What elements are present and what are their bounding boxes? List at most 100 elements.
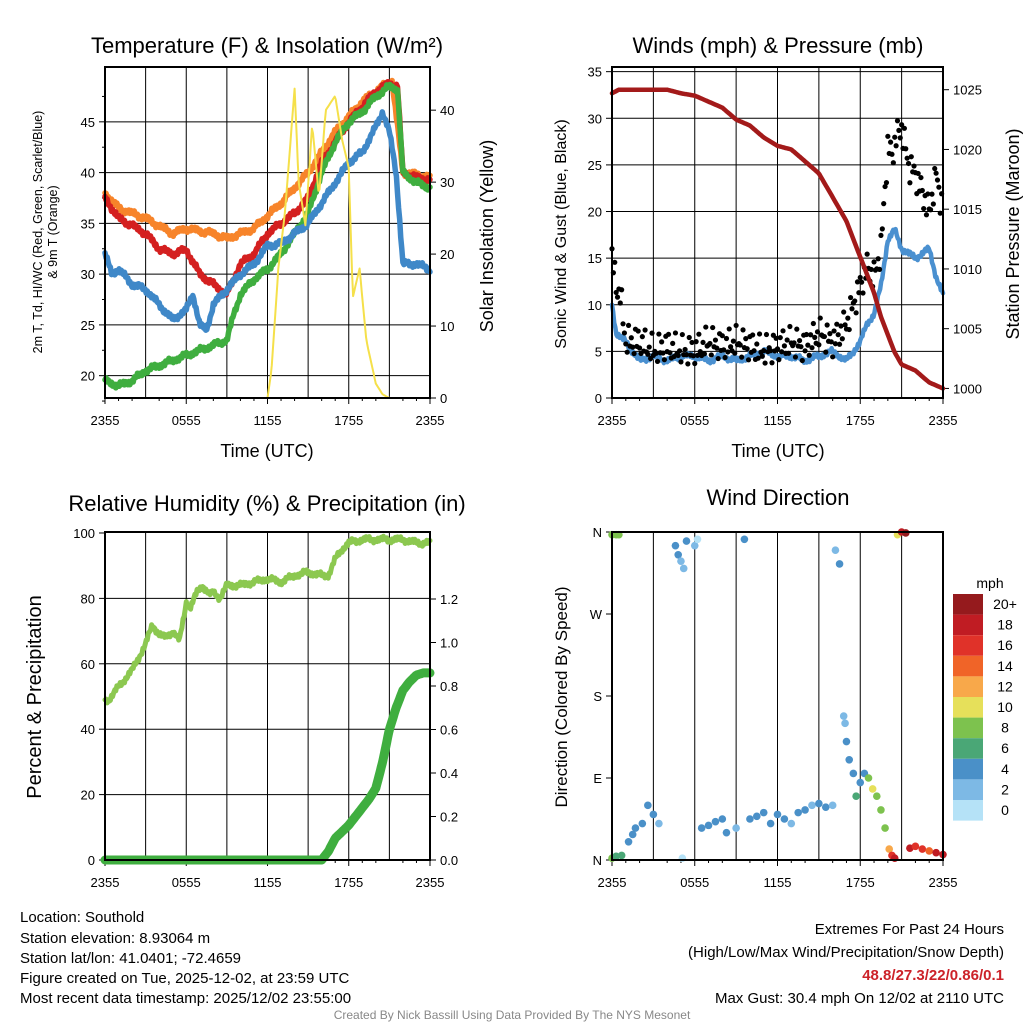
gust-point [715,355,721,362]
gust-point [796,337,803,344]
direction-point [835,560,844,568]
y-tick-label: 20 [588,205,602,220]
direction-point [628,830,637,839]
x-tick-label: 1155 [764,413,792,428]
gust-point [830,354,836,360]
direction-point [828,801,837,810]
gust-point [834,321,840,327]
gust-point [887,139,894,145]
gust-point [852,298,858,304]
wind-direction-chart: N E S W N 2355 0555 1155 1755 2355 20+ 18 16 14 12 10 8 6… [590,525,1017,890]
gust-point [639,334,645,340]
gust-point [723,335,730,342]
gust-point [835,332,841,338]
direction-point [873,792,881,801]
gust-point [875,256,881,262]
gust-point [739,354,745,360]
direction-point [759,808,768,817]
direction-point [881,824,889,832]
gust-point [777,334,783,341]
y2-tick-label: 1015 [953,202,982,217]
direction-point [711,817,720,826]
gust-point [781,343,787,349]
gust-point [792,354,799,360]
gust-point [708,352,714,358]
gust-point [810,320,816,327]
gust-point [701,351,708,357]
direction-point [746,815,754,823]
gust-point [617,300,623,306]
gust-point [842,322,848,328]
legend-swatch [953,800,983,821]
solar-y-axis-title: Solar Insolation (Yellow) [477,140,497,332]
gust-point [732,350,738,356]
gust-point [911,163,917,169]
y-tick-label: 35 [588,65,602,80]
gust-point [645,351,651,357]
legend-swatch [953,717,983,739]
x-tick-label: 2355 [929,875,958,890]
y-tick-label: 30 [588,111,602,126]
gust-point [780,328,786,334]
y-tick-label: W [590,607,603,622]
gust-point [719,333,725,339]
gust-point [707,340,713,347]
direction-point [885,845,894,853]
gust-point [667,350,673,356]
gust-point [908,154,914,160]
gust-point [831,328,837,334]
gust-point [779,349,785,355]
gust-point [679,331,685,338]
y2-tick-label: 0.0 [440,853,458,868]
gust-point [759,353,765,359]
direction-point [841,719,849,728]
gust-point [696,331,702,337]
y2-tick-label: 1000 [953,381,982,396]
legend-label: 20+ [993,596,1017,612]
direction-point [649,810,658,819]
y-tick-label: N [593,853,602,868]
y2-tick-label: 1.2 [440,592,458,607]
gust-point [773,335,779,341]
gust-point [700,339,706,346]
gust-point [751,348,757,354]
gust-point [689,339,695,346]
gust-point [864,251,870,257]
gust-point [904,155,910,161]
gust-point [685,361,691,367]
gust-point [814,329,821,335]
gust-point [656,331,662,337]
gust-point [871,259,877,265]
gust-point [878,232,884,239]
gust-point [827,331,833,337]
direction-point [801,806,809,814]
pressure-y-axis-title: Station Pressure (Maroon) [1003,128,1023,339]
gust-point [892,134,898,140]
winds-y-axis-title: Sonic Wind & Gust (Blue, Black) [553,119,570,348]
gust-point [860,290,866,296]
y2-tick-label: 20 [440,247,454,262]
gust-point [889,151,895,157]
gust-point [750,332,756,338]
gust-point [774,346,781,352]
legend-label: 4 [1001,761,1009,777]
extremes-summary: Extremes For Past 24 Hours (High/Low/Max… [688,921,1004,1007]
created-text: Figure created on Tue, 2025-12-02, at 23… [20,970,350,987]
gust-point [612,259,618,265]
gust-point [934,177,941,183]
y2-tick-label: 1025 [953,83,982,98]
gust-point [929,191,935,197]
gust-point [631,350,637,357]
gust-point [823,349,829,355]
gust-point [882,183,888,190]
x-tick-label: 1155 [254,875,282,890]
gust-point [821,333,827,340]
y-tick-label: 30 [81,267,95,282]
legend-label: 14 [997,658,1013,674]
gust-point [847,294,854,301]
direction-point [849,769,858,778]
gust-point [697,348,703,355]
direction-point [918,845,927,853]
